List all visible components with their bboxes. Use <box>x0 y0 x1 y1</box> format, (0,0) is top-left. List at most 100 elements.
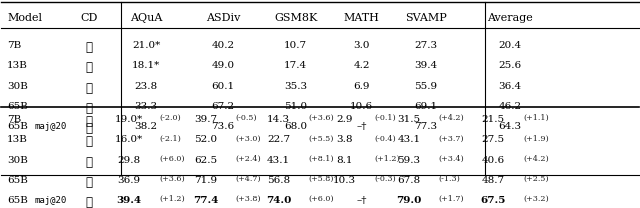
Text: 67.8: 67.8 <box>397 176 420 185</box>
Text: (-1.3): (-1.3) <box>439 175 461 183</box>
Text: 36.9: 36.9 <box>118 176 141 185</box>
Text: 35.3: 35.3 <box>284 82 307 91</box>
Text: ✓: ✓ <box>85 156 92 168</box>
Text: 13B: 13B <box>7 61 28 71</box>
Text: Average: Average <box>488 13 533 23</box>
Text: 10.7: 10.7 <box>284 41 307 50</box>
Text: 14.3: 14.3 <box>267 115 290 124</box>
Text: 3.8: 3.8 <box>336 135 353 144</box>
Text: ASDiv: ASDiv <box>205 13 240 23</box>
Text: SVAMP: SVAMP <box>405 13 447 23</box>
Text: 79.0: 79.0 <box>396 196 422 205</box>
Text: (+6.0): (+6.0) <box>159 155 185 163</box>
Text: 59.3: 59.3 <box>397 156 420 165</box>
Text: 39.4: 39.4 <box>415 61 438 71</box>
Text: (-0.4): (-0.4) <box>374 134 396 142</box>
Text: (+4.2): (+4.2) <box>523 155 549 163</box>
Text: (+1.9): (+1.9) <box>523 134 549 142</box>
Text: 67.2: 67.2 <box>211 102 234 111</box>
Text: (+4.2): (+4.2) <box>439 114 465 122</box>
Text: 71.9: 71.9 <box>194 176 217 185</box>
Text: AQuA: AQuA <box>130 13 163 23</box>
Text: 31.5: 31.5 <box>397 115 420 124</box>
Text: 62.5: 62.5 <box>194 156 217 165</box>
Text: (+3.7): (+3.7) <box>439 134 465 142</box>
Text: 74.0: 74.0 <box>266 196 291 205</box>
Text: 43.1: 43.1 <box>267 156 290 165</box>
Text: 33.3: 33.3 <box>135 102 158 111</box>
Text: (+1.2): (+1.2) <box>374 155 400 163</box>
Text: (-0.5): (-0.5) <box>236 114 257 122</box>
Text: (+1.7): (+1.7) <box>439 195 465 203</box>
Text: 52.0: 52.0 <box>194 135 217 144</box>
Text: 43.1: 43.1 <box>397 135 420 144</box>
Text: 30B: 30B <box>7 82 28 91</box>
Text: Model: Model <box>7 13 42 23</box>
Text: 4.2: 4.2 <box>353 61 370 71</box>
Text: 55.9: 55.9 <box>415 82 438 91</box>
Text: 67.5: 67.5 <box>481 196 506 205</box>
Text: 69.1: 69.1 <box>415 102 438 111</box>
Text: 21.0*: 21.0* <box>132 41 161 50</box>
Text: (+5.5): (+5.5) <box>308 134 334 142</box>
Text: 38.2: 38.2 <box>135 122 158 131</box>
Text: 2.9: 2.9 <box>336 115 353 124</box>
Text: maj@20: maj@20 <box>35 196 67 205</box>
Text: 29.8: 29.8 <box>118 156 141 165</box>
Text: 39.7: 39.7 <box>194 115 217 124</box>
Text: 40.2: 40.2 <box>211 41 234 50</box>
Text: (+8.1): (+8.1) <box>308 155 334 163</box>
Text: –†: –† <box>356 122 367 131</box>
Text: (+4.7): (+4.7) <box>236 175 261 183</box>
Text: (+3.0): (+3.0) <box>236 134 261 142</box>
Text: (+2.5): (+2.5) <box>523 175 548 183</box>
Text: maj@20: maj@20 <box>35 122 67 131</box>
Text: 39.4: 39.4 <box>116 196 141 205</box>
Text: ✓: ✓ <box>85 135 92 148</box>
Text: 8.1: 8.1 <box>336 156 353 165</box>
Text: 10.6: 10.6 <box>350 102 373 111</box>
Text: MATH: MATH <box>344 13 380 23</box>
Text: 65B: 65B <box>7 176 28 185</box>
Text: 48.7: 48.7 <box>481 176 504 185</box>
Text: (+6.0): (+6.0) <box>308 195 334 203</box>
Text: ✗: ✗ <box>85 122 92 135</box>
Text: ✗: ✗ <box>85 102 92 115</box>
Text: 64.3: 64.3 <box>499 122 522 131</box>
Text: 27.5: 27.5 <box>481 135 504 144</box>
Text: 49.0: 49.0 <box>211 61 234 71</box>
Text: 19.0*: 19.0* <box>115 115 143 124</box>
Text: ✓: ✓ <box>85 176 92 189</box>
Text: 46.2: 46.2 <box>499 102 522 111</box>
Text: 30B: 30B <box>7 156 28 165</box>
Text: 65B: 65B <box>7 102 28 111</box>
Text: (-0.1): (-0.1) <box>374 114 396 122</box>
Text: (+3.4): (+3.4) <box>439 155 465 163</box>
Text: CD: CD <box>80 13 97 23</box>
Text: (+1.2): (+1.2) <box>159 195 185 203</box>
Text: 60.1: 60.1 <box>211 82 234 91</box>
Text: (+3.6): (+3.6) <box>308 114 334 122</box>
Text: 65B: 65B <box>7 196 28 205</box>
Text: 22.7: 22.7 <box>267 135 290 144</box>
Text: 16.0*: 16.0* <box>115 135 143 144</box>
Text: (+1.1): (+1.1) <box>523 114 549 122</box>
Text: (+3.6): (+3.6) <box>159 175 185 183</box>
Text: 77.3: 77.3 <box>415 122 438 131</box>
Text: ✗: ✗ <box>85 41 92 54</box>
Text: 17.4: 17.4 <box>284 61 307 71</box>
Text: GSM8K: GSM8K <box>274 13 317 23</box>
Text: 3.0: 3.0 <box>353 41 370 50</box>
Text: 56.8: 56.8 <box>267 176 290 185</box>
Text: 65B: 65B <box>7 122 28 131</box>
Text: 51.0: 51.0 <box>284 102 307 111</box>
Text: (+3.2): (+3.2) <box>523 195 549 203</box>
Text: –†: –† <box>356 196 367 205</box>
Text: 20.4: 20.4 <box>499 41 522 50</box>
Text: (-2.1): (-2.1) <box>159 134 181 142</box>
Text: (+2.4): (+2.4) <box>236 155 262 163</box>
Text: 13B: 13B <box>7 135 28 144</box>
Text: ✗: ✗ <box>85 82 92 95</box>
Text: (-2.0): (-2.0) <box>159 114 181 122</box>
Text: 36.4: 36.4 <box>499 82 522 91</box>
